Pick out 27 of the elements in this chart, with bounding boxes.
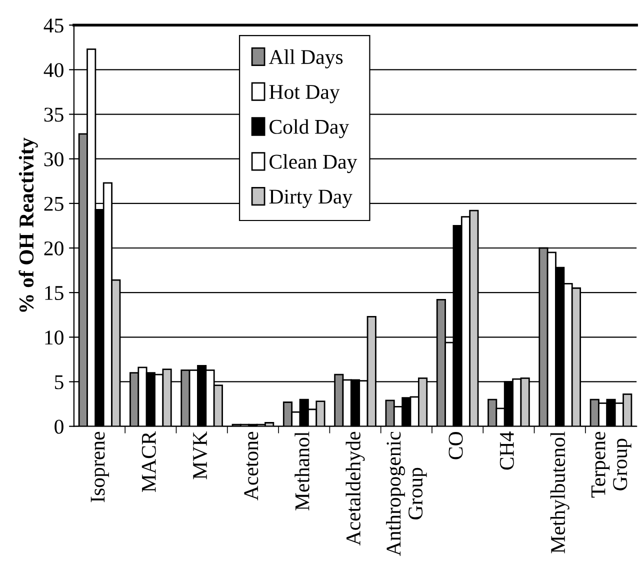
x-tick-label: Anthropogenic Group bbox=[386, 432, 427, 556]
legend-label: Hot Day bbox=[269, 85, 340, 104]
legend-label: Clean Day bbox=[270, 154, 358, 174]
y-tick-label: 35 bbox=[44, 108, 64, 122]
x-tick-label: Acetaldehyde bbox=[346, 432, 365, 546]
x-tick-label: CO bbox=[448, 432, 463, 460]
y-tick-label: 30 bbox=[44, 152, 64, 166]
x-tick-label: Terpene Group bbox=[591, 432, 632, 498]
x-tick-label: Isoprene bbox=[90, 432, 109, 502]
x-tick-label: CH4 bbox=[500, 432, 514, 470]
x-tick-label: Methylbutenol bbox=[550, 432, 570, 554]
x-tick-label: MVK bbox=[193, 431, 208, 480]
y-tick-label: 40 bbox=[44, 63, 64, 78]
y-tick-label: 25 bbox=[44, 196, 64, 211]
y-tick-label: 45 bbox=[44, 18, 64, 33]
y-tick-label: 15 bbox=[45, 286, 64, 300]
legend-label: Dirty Day bbox=[269, 190, 353, 208]
x-tick-label: Acetone bbox=[244, 432, 258, 500]
legend-label: All Days bbox=[268, 49, 343, 68]
legend-label: Cold Day bbox=[270, 119, 350, 138]
y-tick-label: 10 bbox=[45, 330, 64, 345]
y-tick-label: 5 bbox=[55, 375, 64, 390]
y-tick-label: 20 bbox=[44, 241, 64, 256]
x-tick-label: MACR bbox=[142, 431, 156, 492]
y-tick-label: 0 bbox=[54, 420, 64, 434]
x-tick-label: Methanol bbox=[294, 432, 310, 510]
y-axis-title: % of OH Reactivity bbox=[18, 138, 38, 312]
